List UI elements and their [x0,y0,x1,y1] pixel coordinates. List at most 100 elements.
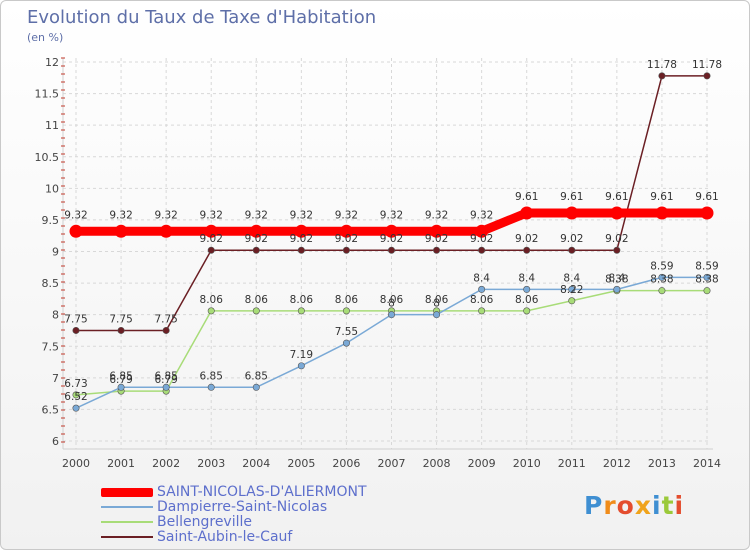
data-label: 7.75 [64,313,87,325]
data-point [294,224,308,238]
data-label: 6.85 [109,370,132,382]
data-point [114,224,128,238]
data-point [342,246,350,254]
data-point [478,307,486,315]
data-point [613,285,621,293]
y-tick-label: 7 [52,372,59,385]
y-tick-label: 9 [52,246,59,259]
data-label: 8.06 [380,294,404,306]
data-point [475,224,489,238]
data-point [204,224,218,238]
data-point [162,326,170,334]
data-point [703,72,711,80]
data-label: 8.06 [245,294,269,306]
data-label: 8.38 [605,274,628,286]
data-label: 8.06 [290,294,314,306]
data-point [478,285,486,293]
data-point [613,246,621,254]
data-label: 8.59 [650,260,673,272]
data-label: 9.02 [245,233,268,245]
data-label: 7.75 [154,313,177,325]
legend-label: Bellengreville [157,514,252,530]
x-tick-label: 2009 [468,457,496,470]
data-point [207,383,215,391]
data-label: 9.32 [154,209,177,221]
legend-label: Saint-Aubin-le-Cauf [157,529,293,545]
data-label: 6.85 [245,370,268,382]
data-point [385,224,398,238]
data-label: 9.61 [515,191,538,203]
data-label: 9.02 [200,233,223,245]
data-label: 9.32 [335,209,358,221]
data-label: 9.32 [109,209,132,221]
data-label: 8.4 [609,272,626,284]
data-label: 9.32 [64,209,87,221]
y-tick-label: 9.5 [42,214,60,227]
data-point [387,246,395,254]
data-point [433,311,441,319]
data-label: 9.02 [470,233,493,245]
data-point [387,311,395,319]
x-tick-label: 2014 [693,457,721,470]
y-tick-label: 7.5 [42,340,60,353]
data-point [342,307,350,315]
x-tick-label: 2011 [558,457,586,470]
data-point [297,307,305,315]
data-point [658,287,666,295]
data-point [523,285,531,293]
data-label: 9.02 [515,233,538,245]
x-tick-label: 2004 [242,457,270,470]
data-point [207,307,215,315]
x-tick-label: 2001 [107,457,135,470]
data-point [252,246,260,254]
data-point [568,285,576,293]
data-label: 8.4 [518,272,535,284]
data-point [342,339,350,347]
data-point [72,391,80,399]
legend-label: SAINT-NICOLAS-D'ALIERMONT [157,484,367,500]
data-label: 8.06 [425,294,449,306]
x-tick-label: 2005 [287,457,315,470]
y-tick-label: 11.5 [35,88,60,101]
x-tick-label: 2010 [513,457,541,470]
data-point [520,206,534,220]
data-label: 9.61 [695,191,718,203]
data-label: 9.02 [605,233,628,245]
x-tick-label: 2008 [423,457,451,470]
data-label: 9.61 [605,191,628,203]
data-label: 6.79 [109,374,132,386]
y-tick-label: 6.5 [42,403,60,416]
data-point [658,273,666,281]
data-point [297,362,305,370]
y-tick-label: 8 [52,309,59,322]
data-label: 9.32 [470,209,493,221]
data-label: 8.4 [563,272,580,284]
data-label: 9.02 [290,233,313,245]
data-label: 9.32 [200,209,223,221]
data-point [655,206,669,220]
data-point [568,246,576,254]
data-point [700,206,714,220]
data-point [207,246,215,254]
data-label: 8 [433,298,440,310]
x-tick-label: 2007 [378,457,406,470]
data-point [72,326,80,334]
data-label: 11.78 [692,59,722,71]
data-point [252,383,260,391]
proxiti-logo: Proxiti [584,491,685,520]
data-label: 6.52 [64,391,87,403]
data-label: 8.06 [335,294,359,306]
data-label: 8.06 [515,294,539,306]
legend-swatch [101,488,153,497]
y-tick-label: 6 [52,435,59,448]
legend-label: Dampierre-Saint-Nicolas [157,499,328,515]
data-label: 11.78 [647,59,677,71]
data-label: 8 [388,298,395,310]
data-label: 9.61 [650,191,673,203]
data-label: 8.06 [470,294,494,306]
data-label: 9.32 [245,209,268,221]
data-point [565,206,579,220]
chart-unit-label: (en %) [27,31,64,44]
data-label: 9.32 [290,209,313,221]
